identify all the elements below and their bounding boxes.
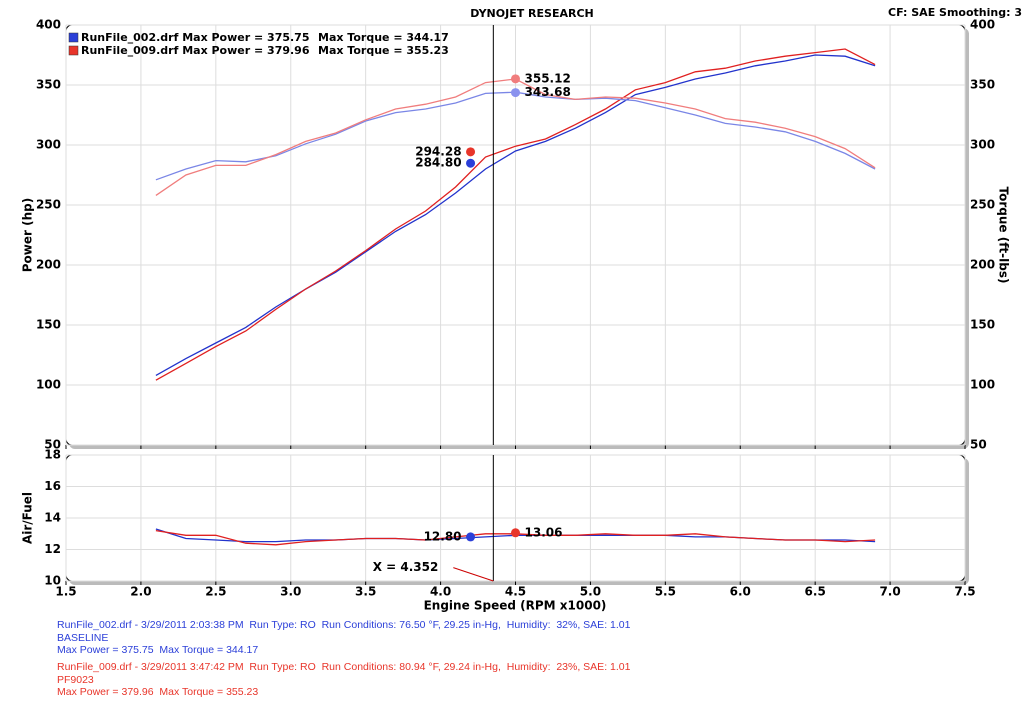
y-axis-label: Power (hp) <box>21 198 35 272</box>
marker-label: 355.12 <box>525 71 571 85</box>
x-tick-label: 6.5 <box>805 585 826 599</box>
marker-label: 12.80 <box>424 529 462 543</box>
footer-line: Max Power = 379.96 Max Torque = 355.23 <box>57 686 259 698</box>
x-tick-label: 2.0 <box>130 585 151 599</box>
legend-label: Max Torque = 344.17 <box>318 31 449 44</box>
x-tick-label: 7.5 <box>954 585 975 599</box>
marker <box>511 528 520 538</box>
legend-swatch <box>68 32 79 43</box>
y-tick-label: 350 <box>36 78 61 92</box>
y-tick-label: 14 <box>44 511 61 525</box>
x-tick-label: 1.5 <box>55 585 76 599</box>
y-tick-label: 16 <box>44 479 61 493</box>
y-tick-label: 18 <box>44 448 61 462</box>
cursor-label: X = 4.352 <box>373 560 439 574</box>
y-tick-label: 10 <box>44 574 61 588</box>
footer-line: BASELINE <box>57 631 109 644</box>
x-axis-label: Engine Speed (RPM x1000) <box>424 599 607 613</box>
x-tick-label: 3.5 <box>355 585 376 599</box>
y2-axis-label: Torque (ft-lbs) <box>997 187 1011 284</box>
y-tick-label: 250 <box>36 198 61 212</box>
chart-subtitle: CF: SAE Smoothing: 3 <box>888 6 1022 19</box>
x-tick-label: 4.5 <box>505 585 526 599</box>
y2-tick-label: 300 <box>970 138 995 152</box>
legend-swatch <box>68 45 79 56</box>
y-tick-label: 12 <box>44 542 61 556</box>
marker-label: 294.28 <box>415 144 461 158</box>
footer-line: RunFile_009.drf - 3/29/2011 3:47:42 PM R… <box>57 661 631 673</box>
y-tick-label: 300 <box>36 138 61 152</box>
y-tick-label: 200 <box>36 258 61 272</box>
x-tick-label: 5.5 <box>655 585 676 599</box>
legend-label: RunFile_002.drf Max Power = 375.75 <box>81 31 310 44</box>
marker <box>466 158 476 168</box>
y2-tick-label: 350 <box>970 78 995 92</box>
x-tick-label: 5.0 <box>580 585 601 599</box>
x-tick-label: 4.0 <box>430 585 451 599</box>
legend-label: RunFile_009.drf Max Power = 379.96 <box>81 44 310 57</box>
footer-line: RunFile_002.drf - 3/29/2011 2:03:38 PM R… <box>57 619 631 631</box>
marker <box>466 147 476 157</box>
y-axis-label: Air/Fuel <box>21 492 35 544</box>
data-line <box>155 54 876 376</box>
legend-label: Max Torque = 355.23 <box>318 44 449 57</box>
cursor-pointer <box>453 567 494 582</box>
y2-tick-label: 100 <box>970 378 995 392</box>
y-tick-label: 150 <box>36 318 61 332</box>
marker-label: 13.06 <box>525 525 563 539</box>
marker-label: 343.68 <box>525 85 571 99</box>
x-tick-label: 3.0 <box>280 585 301 599</box>
y2-tick-label: 250 <box>970 198 995 212</box>
data-line <box>155 48 876 381</box>
chart-title: DYNOJET RESEARCH <box>470 7 593 20</box>
y-tick-label: 400 <box>36 18 61 32</box>
chart: DYNOJET RESEARCH CF: SAE Smoothing: 3 Po… <box>21 6 1023 613</box>
y-tick-label: 50 <box>44 438 61 452</box>
y2-tick-label: 50 <box>970 438 987 452</box>
x-tick-label: 2.5 <box>205 585 226 599</box>
y2-tick-label: 150 <box>970 318 995 332</box>
x-tick-label: 7.0 <box>879 585 900 599</box>
marker <box>511 88 520 98</box>
y2-tick-label: 200 <box>970 258 995 272</box>
footer-line: Max Power = 375.75 Max Torque = 344.17 <box>57 644 259 656</box>
y2-tick-label: 400 <box>970 18 995 32</box>
y-tick-label: 100 <box>36 378 61 392</box>
marker <box>466 532 476 542</box>
marker-label: 284.80 <box>415 156 461 170</box>
footer-line: PF9023 <box>57 673 94 686</box>
x-tick-label: 6.0 <box>730 585 751 599</box>
marker <box>511 74 520 84</box>
